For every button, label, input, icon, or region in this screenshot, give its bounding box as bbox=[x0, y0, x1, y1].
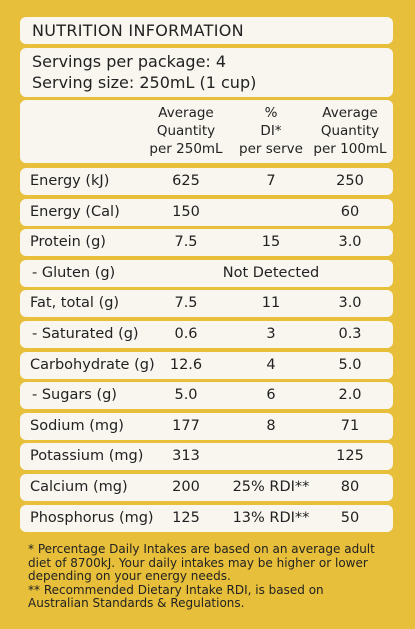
header-text: % bbox=[264, 105, 278, 121]
row-value: 250 bbox=[336, 173, 364, 189]
footnote-line: * Percentage Daily Intakes are based on … bbox=[28, 542, 375, 556]
row-label: - Sugars (g) bbox=[32, 387, 117, 404]
title: NUTRITION INFORMATION bbox=[32, 21, 244, 40]
row: Energy (Cal) 150 60 bbox=[20, 198, 393, 226]
row-value: 7.5 bbox=[174, 234, 198, 251]
row-value: 2.0 bbox=[338, 387, 362, 404]
row: Energy (kJ) 625 7 250 bbox=[20, 168, 393, 195]
header-text: Quantity bbox=[320, 123, 380, 139]
row: Calcium (mg) 200 25% RDI** 80 bbox=[20, 474, 393, 501]
header-text: DI* bbox=[260, 123, 282, 139]
row-value: 0.3 bbox=[338, 326, 362, 342]
row-value: 4 bbox=[266, 356, 276, 373]
row-label: Phosphorus (mg) bbox=[30, 509, 154, 526]
row-label: Protein (g) bbox=[30, 234, 106, 251]
row-value: 50 bbox=[340, 509, 360, 526]
row-label: Sodium (mg) bbox=[30, 417, 124, 434]
row-value: 125 bbox=[336, 448, 364, 465]
row-value: 13% RDI** bbox=[232, 509, 310, 526]
row-label: Potassium (mg) bbox=[30, 448, 144, 465]
row-value: 150 bbox=[172, 203, 200, 220]
header-text: per serve bbox=[239, 141, 303, 157]
footnote-line: ** Recommended Dietary Intake RDI, is ba… bbox=[28, 582, 324, 597]
row: Carbohydrate (g) 12.6 4 5.0 bbox=[20, 351, 393, 379]
row: Protein (g) 7.5 15 3.0 bbox=[20, 229, 393, 257]
servings: Servings per package: 4 bbox=[32, 52, 227, 71]
row-value: 0.6 bbox=[174, 326, 198, 342]
header-text: Average bbox=[322, 105, 378, 121]
header-text: Quantity bbox=[156, 123, 216, 139]
row-value: 25% RDI** bbox=[232, 479, 310, 495]
footnote-line: Australian Standards & Regulations. bbox=[28, 596, 245, 611]
row-value: 5.0 bbox=[174, 387, 198, 404]
row-value: 60 bbox=[340, 203, 360, 220]
row-value: 125 bbox=[172, 509, 200, 526]
header-text: Average bbox=[158, 105, 214, 121]
row: Potassium (mg) 313 125 bbox=[20, 443, 393, 471]
row-value: 3.0 bbox=[338, 234, 362, 251]
row-value: 3.0 bbox=[338, 295, 362, 312]
row-value: 6 bbox=[266, 387, 276, 404]
row-label: Energy (kJ) bbox=[30, 173, 110, 189]
title-box: NUTRITION INFORMATION bbox=[20, 17, 393, 44]
servings: Serving size: 250mL (1 cup) bbox=[32, 73, 257, 92]
row-label: Calcium (mg) bbox=[30, 479, 128, 495]
row: Fat, total (g) 7.5 11 3.0 bbox=[20, 290, 393, 318]
row-label: Energy (Cal) bbox=[30, 203, 120, 220]
row-value: 15 bbox=[261, 234, 281, 251]
footnote-line: diet of 8700kJ. Your daily intakes may b… bbox=[28, 555, 368, 570]
row-value: 200 bbox=[172, 479, 200, 495]
row-value: 7 bbox=[266, 173, 276, 189]
row-value: 177 bbox=[172, 417, 200, 434]
row-value: 625 bbox=[172, 173, 200, 189]
row-label: Fat, total (g) bbox=[30, 295, 120, 312]
row-value: 313 bbox=[172, 448, 200, 465]
row-value: 11 bbox=[261, 295, 281, 312]
row-value: 12.6 bbox=[169, 356, 203, 373]
row: Sodium (mg) 177 8 71 bbox=[20, 412, 393, 440]
row-value: 3 bbox=[266, 326, 276, 342]
row: - Saturated (g) 0.6 3 0.3 bbox=[20, 321, 393, 348]
footnote-line: depending on your energy needs. bbox=[28, 569, 231, 584]
header-text: per 250mL bbox=[149, 141, 223, 157]
row-value: 5.0 bbox=[338, 356, 362, 373]
row-value: 7.5 bbox=[174, 295, 198, 312]
row-value: 8 bbox=[266, 417, 276, 434]
row-value: 80 bbox=[340, 479, 360, 495]
row-label: Carbohydrate (g) bbox=[30, 356, 155, 373]
row: - Sugars (g) 5.0 6 2.0 bbox=[20, 382, 393, 410]
row: Phosphorus (mg) 125 13% RDI** 50 bbox=[20, 504, 393, 532]
row-value: 71 bbox=[340, 417, 360, 434]
header-box: Average Quantity per 250mL% DI* per serve Ave… bbox=[20, 100, 393, 163]
row-label: - Gluten (g) bbox=[32, 264, 116, 281]
row-label: - Saturated (g) bbox=[32, 326, 139, 342]
servings-box: Servings per package: 4 Serving size: 25… bbox=[20, 48, 393, 97]
header-text: per 100mL bbox=[313, 141, 387, 157]
row: - Gluten (g) Not Detected bbox=[20, 259, 393, 287]
row-note: Not Detected bbox=[222, 264, 320, 281]
